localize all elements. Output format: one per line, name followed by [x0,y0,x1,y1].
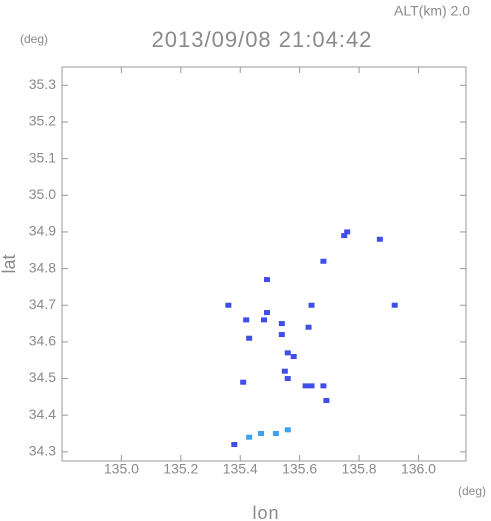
echo-point [246,335,253,341]
y-tick-label: 34.3 [29,443,56,459]
y-unit: (deg) [20,32,48,46]
echo-point [302,383,309,389]
y-tick-label: 34.5 [29,369,56,385]
y-tick-label: 34.4 [29,406,56,422]
echo-point [263,310,270,316]
annotation: ALT(km) 2.0 [394,3,470,19]
y-tick-label: 35.2 [29,113,56,129]
echo-point [243,317,250,323]
y-tick-label: 35.1 [29,149,56,165]
y-axis-label: lat [0,254,19,273]
echo-point [284,427,291,433]
echo-point [278,332,285,338]
x-tick-label: 135.2 [163,461,198,477]
x-unit: (deg) [458,484,486,498]
echo-point [308,383,315,389]
y-tick-label: 34.7 [29,296,56,312]
echo-point [225,302,232,308]
echo-point [305,324,312,330]
echo-point [341,233,348,239]
echo-point [344,229,351,235]
x-tick-label: 136.0 [401,461,436,477]
echo-point [284,350,291,356]
echo-point [320,383,327,389]
y-tick-label: 35.3 [29,76,56,92]
echo-point [263,277,270,283]
y-tick-label: 35.0 [29,186,56,202]
y-tick-label: 34.9 [29,223,56,239]
x-tick-label: 135.8 [342,461,377,477]
y-tick-label: 34.8 [29,259,56,275]
echo-point [240,379,247,385]
x-tick-label: 135.4 [223,461,258,477]
echo-point [391,302,398,308]
echo-point [290,354,297,360]
x-tick-label: 135.6 [282,461,317,477]
plot-frame [61,66,467,462]
echo-point [308,302,315,308]
x-axis-label: lon [252,503,279,521]
echo-point [272,431,279,437]
echo-point [258,431,265,437]
echo-point [284,376,291,382]
echo-point [320,258,327,264]
x-tick-label: 135.0 [104,461,139,477]
echo-point [376,236,383,242]
echo-point [246,434,253,440]
echo-point [323,398,330,404]
y-tick-label: 34.6 [29,333,56,349]
echo-point [278,321,285,327]
echo-point [231,442,238,448]
chart-title: 2013/09/08 21:04:42 [152,27,373,52]
echo-point [281,368,288,374]
echo-point [261,317,267,323]
